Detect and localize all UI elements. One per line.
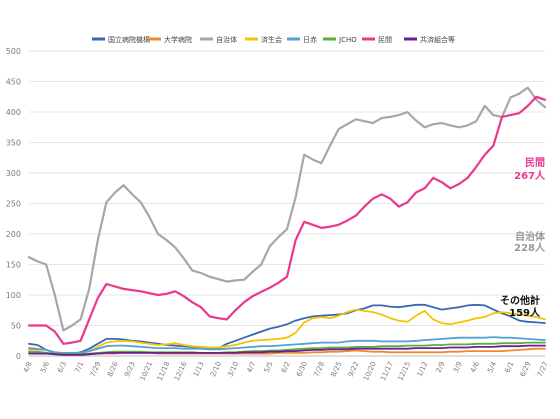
y-tick-label: 150: [6, 261, 21, 270]
series-line: [28, 303, 546, 355]
x-tick-label: 9/23: [123, 360, 137, 378]
x-tick-label: 12/15: [396, 360, 412, 382]
y-tick-label: 200: [6, 230, 21, 239]
x-tick-label: 7/29: [89, 360, 103, 378]
y-tick-label: 0: [16, 352, 21, 361]
x-tick-label: 3/9: [452, 360, 464, 374]
legend-label: JCHO: [338, 36, 357, 44]
legend-label: 自治体: [216, 35, 237, 44]
y-tick-label: 50: [11, 322, 21, 331]
x-tick-label: 1/13: [192, 360, 206, 378]
x-tick-label: 2/9: [435, 360, 447, 374]
series-line: [27, 86, 547, 332]
annotation-label: 228人: [514, 241, 546, 254]
x-tick-label: 4/6: [469, 360, 481, 374]
annotation-label: 民間: [525, 157, 545, 169]
x-tick-label: 6/3: [56, 360, 68, 374]
annotation-label: 159人: [509, 306, 541, 319]
x-tick-label: 6/30: [295, 360, 309, 378]
x-tick-label: 4/7: [245, 360, 257, 374]
series-line: [27, 95, 547, 345]
series-line: [28, 341, 546, 356]
x-axis-ticks: 4/8 5/6 6/3 7/1 7/29 8/26 9/23 10/21 11/18 12/16 1…: [22, 360, 550, 382]
legend-label: 済生会: [261, 35, 282, 44]
x-tick-label: 3/10: [226, 360, 240, 378]
x-tick-label: 7/1: [73, 360, 85, 374]
y-tick-label: 100: [6, 291, 21, 300]
x-tick-label: 8/25: [330, 360, 344, 378]
legend: 国立病院機構 大学病院 自治体 済生会 日赤 JCHO 民間 共済組合等: [92, 35, 455, 44]
series-line: [28, 344, 546, 356]
y-tick-label: 400: [6, 108, 21, 117]
x-tick-label: 6/1: [503, 360, 515, 374]
x-tick-label: 6/2: [280, 360, 292, 374]
series-lines: [27, 86, 547, 356]
x-tick-label: 2/10: [209, 360, 223, 378]
y-tick-label: 500: [6, 47, 21, 56]
x-tick-label: 5/4: [486, 360, 498, 374]
x-tick-label: 5/5: [263, 360, 275, 374]
annotation-label: その他計: [500, 294, 540, 307]
x-tick-label: 12/16: [173, 360, 189, 382]
legend-label: 大学病院: [164, 35, 192, 44]
x-tick-label: 6/29: [519, 360, 533, 378]
legend-label: 民間: [378, 36, 392, 44]
grid-lines: [29, 50, 545, 357]
x-tick-label: 11/18: [156, 360, 172, 382]
x-tick-label: 8/26: [106, 360, 120, 378]
x-tick-label: 7/28: [312, 360, 326, 378]
x-tick-label: 1/12: [416, 360, 430, 378]
y-tick-label: 450: [6, 78, 21, 87]
legend-label: 共済組合等: [420, 35, 455, 44]
x-tick-label: 10/21: [138, 360, 154, 382]
y-tick-label: 350: [6, 139, 21, 148]
series-line: [28, 336, 546, 354]
x-tick-label: 5/6: [39, 360, 51, 374]
x-tick-label: 7/27: [536, 360, 550, 378]
x-tick-label: 4/8: [22, 360, 34, 374]
series-line: [28, 308, 546, 355]
legend-label: 国立病院機構: [108, 35, 150, 44]
legend-label: 日赤: [303, 36, 317, 44]
y-tick-label: 300: [6, 169, 21, 178]
x-tick-label: 11/17: [379, 360, 395, 382]
y-axis-ticks: 0 50 100 150 200 250 300 350 400 450 500: [6, 47, 21, 361]
x-tick-label: 10/20: [362, 360, 378, 382]
y-tick-label: 250: [6, 200, 21, 209]
x-tick-label: 9/22: [347, 360, 361, 378]
annotation-label: 267人: [514, 169, 546, 182]
annotation-label: 自治体: [515, 230, 546, 243]
